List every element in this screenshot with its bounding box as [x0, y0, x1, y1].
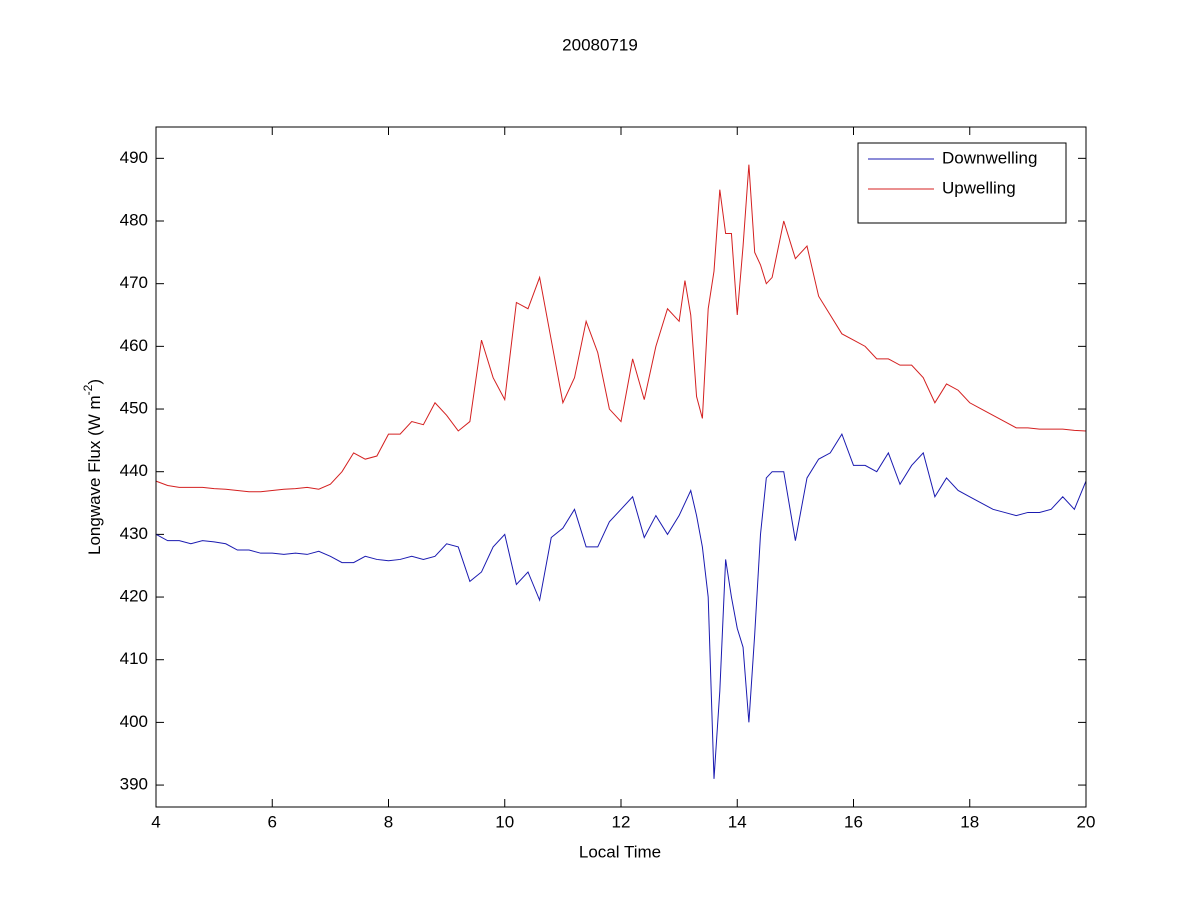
x-axis-label: Local Time: [579, 842, 661, 861]
y-tick-label: 450: [120, 399, 148, 418]
x-tick-label: 10: [495, 812, 514, 831]
y-tick-label: 470: [120, 273, 148, 292]
x-tick-label: 6: [268, 812, 277, 831]
chart-title: 20080719: [562, 35, 638, 54]
x-tick-label: 8: [384, 812, 393, 831]
y-label-end: ): [85, 379, 104, 385]
y-label-main: Longwave Flux (W m: [85, 395, 104, 555]
x-tick-label: 18: [960, 812, 979, 831]
y-tick-label: 390: [120, 775, 148, 794]
x-tick-label: 20: [1077, 812, 1096, 831]
x-tick-label: 16: [844, 812, 863, 831]
y-tick-label: 490: [120, 148, 148, 167]
legend-label: Downwelling: [942, 148, 1037, 167]
y-tick-label: 480: [120, 210, 148, 229]
y-tick-label: 400: [120, 712, 148, 731]
legend-label: Upwelling: [942, 178, 1016, 197]
x-tick-label: 14: [728, 812, 747, 831]
y-tick-label: 410: [120, 649, 148, 668]
y-tick-label: 460: [120, 336, 148, 355]
y-tick-label: 420: [120, 587, 148, 606]
x-tick-label: 4: [151, 812, 160, 831]
legend-box: [857, 142, 1067, 224]
series-line: [155, 164, 1087, 493]
legend: Downwelling Upwelling: [857, 142, 1067, 224]
y-tick-label: 430: [120, 524, 148, 543]
y-tick-label: 440: [120, 461, 148, 480]
y-label-sup: -2: [81, 384, 95, 395]
x-tick-label: 12: [612, 812, 631, 831]
series-line: [155, 432, 1087, 779]
plot-frame: [155, 126, 1087, 808]
y-axis-label: Longwave Flux (W m-2): [81, 379, 104, 555]
